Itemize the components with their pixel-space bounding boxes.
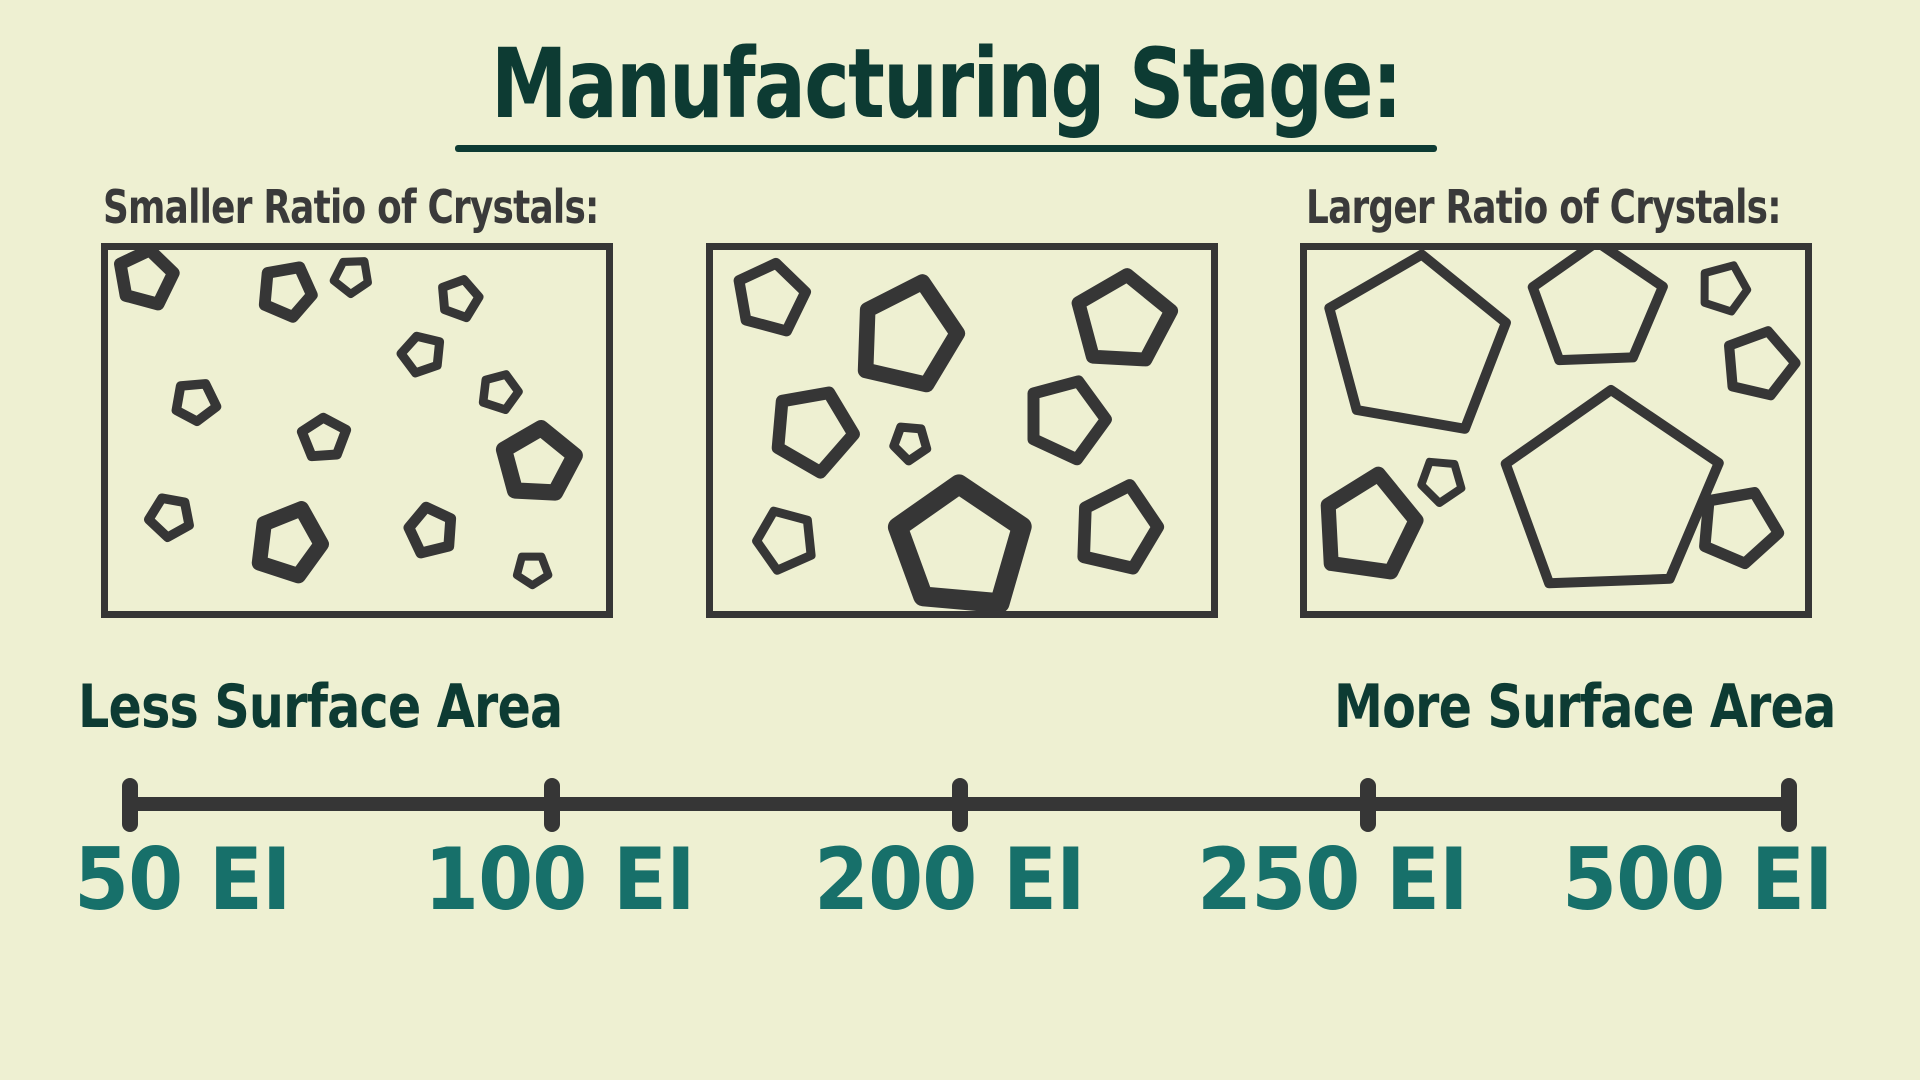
- crystal-shape: [251, 501, 329, 584]
- larger-ratio-label: Larger Ratio of Crystals:: [1306, 180, 1782, 234]
- crystal-shape: [1077, 479, 1165, 575]
- crystal-shape: [114, 250, 180, 311]
- tick-label-500: 500 EI: [1562, 830, 1834, 930]
- crystal-shape: [733, 257, 811, 337]
- crystal-panel-large: [1300, 243, 1812, 618]
- page-title: Manufacturing Stage:: [491, 28, 1403, 140]
- crystal-shape: [478, 370, 523, 414]
- crystal-field-medium: [733, 257, 1179, 611]
- crystal-shape: [396, 331, 445, 378]
- tick-label-250: 250 EI: [1197, 830, 1469, 930]
- crystal-shape: [771, 386, 860, 479]
- crystal-shape: [1320, 466, 1424, 580]
- crystal-field-large: [1320, 250, 1801, 589]
- crystal-shape: [1500, 385, 1724, 589]
- more-surface-area-label: More Surface Area: [1334, 672, 1836, 742]
- crystal-shape: [403, 501, 457, 559]
- crystal-shape: [296, 412, 352, 462]
- crystal-shape: [1027, 375, 1112, 466]
- crystal-field-small: [114, 250, 583, 590]
- crystal-shape: [438, 275, 484, 323]
- crystal-shape: [1527, 250, 1668, 366]
- crystal-shape: [752, 506, 816, 575]
- crystal-shape: [258, 261, 318, 323]
- title-underline: [455, 145, 1437, 152]
- crystal-shape: [1324, 250, 1511, 434]
- crystal-shape: [1071, 268, 1179, 367]
- less-surface-area-label: Less Surface Area: [78, 672, 563, 742]
- crystal-shape: [1699, 486, 1785, 570]
- crystal-shape: [887, 474, 1032, 611]
- crystal-panel-small: [101, 243, 613, 618]
- crystal-shape: [1724, 326, 1801, 401]
- crystal-shape: [1417, 457, 1466, 507]
- crystal-shape: [171, 379, 222, 427]
- crystal-shape: [512, 552, 553, 590]
- tick-label-100: 100 EI: [424, 830, 696, 930]
- crystal-shape: [143, 493, 194, 543]
- crystal-shape: [495, 420, 583, 501]
- crystal-shape: [889, 422, 932, 466]
- crystal-shape: [857, 274, 966, 393]
- ei-scale-line: [122, 778, 1797, 832]
- crystal-shape: [1700, 261, 1752, 316]
- crystal-panel-medium: [706, 243, 1218, 618]
- smaller-ratio-label: Smaller Ratio of Crystals:: [103, 180, 599, 234]
- crystal-shape: [329, 257, 372, 299]
- tick-label-200: 200 EI: [814, 830, 1086, 930]
- tick-label-50: 50 EI: [74, 830, 291, 930]
